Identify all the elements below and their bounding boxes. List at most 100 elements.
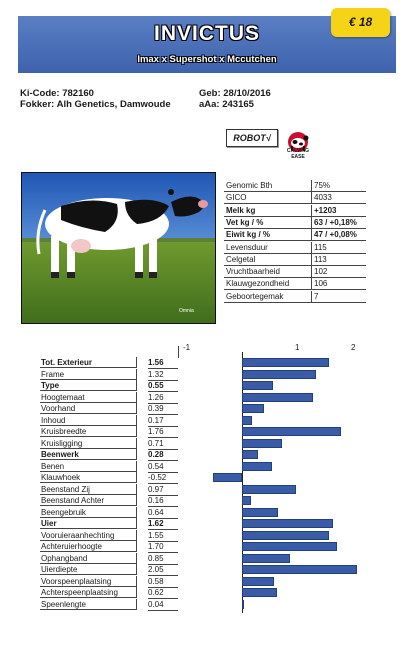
trait-label: Uier xyxy=(40,518,137,529)
genomic-value: 75% xyxy=(312,180,366,192)
trait-row: Kruisligging 0.71 xyxy=(40,437,180,450)
trait-label: Achterspeenplaatsing xyxy=(40,587,137,598)
trait-label: Kruisligging xyxy=(40,437,137,449)
trait-row: Kruisbreedte 1.76 xyxy=(40,426,180,438)
trait-value: 1.76 xyxy=(148,426,178,438)
genomic-value: 106 xyxy=(312,278,366,291)
trait-bar xyxy=(242,599,245,609)
genomic-row: Klauwgezondheid 106 xyxy=(224,278,366,291)
trait-value: 2.05 xyxy=(148,564,178,576)
genomic-label: Eiwit kg / % xyxy=(224,229,312,242)
trait-label: Ophangband xyxy=(40,552,137,564)
trait-bar xyxy=(242,576,275,586)
genomic-value: 7 xyxy=(312,291,366,303)
trait-label: Klauwhoek xyxy=(40,472,137,483)
trait-value: 0.71 xyxy=(148,438,178,450)
trait-bar xyxy=(242,542,338,551)
trait-bar xyxy=(242,450,258,459)
trait-label: Beengebruik xyxy=(40,506,137,518)
axis-tick-label: -1 xyxy=(183,343,191,352)
trait-value: 0.54 xyxy=(148,461,178,473)
trait-label: Benen xyxy=(40,460,137,472)
trait-value: 1.55 xyxy=(148,530,178,542)
trait-label: Tot. Exterieur xyxy=(40,357,137,368)
price-badge: € 18 xyxy=(331,8,390,37)
trait-label: Speenlengte xyxy=(40,598,137,610)
trait-bar xyxy=(242,588,277,597)
trait-value: 0.58 xyxy=(148,576,178,588)
trait-label: Uierdiepte xyxy=(40,564,137,575)
trait-value: 0.17 xyxy=(148,415,178,427)
trait-label: Beenwerk xyxy=(40,449,137,460)
trait-row: Uierdiepte 2.05 xyxy=(40,564,180,576)
genomic-value: 102 xyxy=(312,266,366,279)
calving-ease-icon xyxy=(288,132,309,152)
trait-bar xyxy=(242,507,278,517)
genomic-row: Genomic Bth 75% xyxy=(224,180,366,192)
genomic-label: Vet kg / % xyxy=(224,216,312,229)
trait-bar xyxy=(242,565,357,574)
trait-row: Achteruierhoogte 1.70 xyxy=(40,541,180,553)
trait-label: Frame xyxy=(40,368,137,380)
trait-bar xyxy=(242,404,264,413)
trait-label: Vooruieraanhechting xyxy=(40,529,137,541)
genomic-label: Genomic Bth xyxy=(224,180,312,192)
trait-row: Speenlengte 0.04 xyxy=(40,598,180,611)
genomic-value: 47 / +0,08% xyxy=(312,229,366,242)
genomic-value: 4033 xyxy=(312,192,366,205)
genomic-row: Vet kg / % 63 / +0,18% xyxy=(224,216,366,229)
pedigree: Imax x Supershot x Mccutchen xyxy=(137,54,277,65)
trait-bar xyxy=(212,473,242,482)
trait-row: Achterspeenplaatsing 0.62 xyxy=(40,587,180,599)
genomic-row: Geboortegemak 7 xyxy=(224,290,366,303)
trait-bar xyxy=(242,358,330,367)
axis-tick-label: 1 xyxy=(295,343,300,352)
trait-value: 0.28 xyxy=(148,449,178,461)
genomic-row: GICO 4033 xyxy=(224,192,366,205)
trait-row: Uier 1.62 xyxy=(40,518,180,530)
genomic-label: Geboortegemak xyxy=(224,290,312,303)
trait-value: 0.62 xyxy=(148,587,178,599)
trait-row: Beenstand Zij 0.97 xyxy=(40,483,180,496)
trait-label: Voorspeenplaatsing xyxy=(40,575,137,587)
breeder: Fokker: Alh Genetics, Damwoude xyxy=(20,99,171,110)
trait-value: 1.56 xyxy=(148,357,178,369)
trait-label: Type xyxy=(40,380,137,391)
trait-value: 1.26 xyxy=(148,392,178,404)
genomic-row: Celgetal 113 xyxy=(224,253,366,266)
aaa-code: aAa: 243165 xyxy=(199,99,254,110)
trait-value: -0.52 xyxy=(148,472,178,484)
trait-value: 0.39 xyxy=(148,403,178,415)
trait-bar xyxy=(242,392,313,402)
trait-bar xyxy=(242,427,341,436)
trait-bar xyxy=(242,496,251,505)
robot-badge: ROBOT√ xyxy=(226,129,278,147)
ki-code: Ki-Code: 782160 xyxy=(20,88,94,99)
axis-tick-label: 2 xyxy=(351,343,356,352)
trait-row: Vooruieraanhechting 1.55 xyxy=(40,529,180,542)
trait-bar xyxy=(242,553,290,563)
trait-label: Inhoud xyxy=(40,414,137,426)
trait-value: 0.64 xyxy=(148,507,178,519)
trait-label: Kruisbreedte xyxy=(40,426,137,437)
trait-row: Voorhand 0.39 xyxy=(40,403,180,415)
genomic-row: Vruchtbaarheid 102 xyxy=(224,266,366,279)
trait-bar xyxy=(242,461,273,471)
trait-row: Klauwhoek -0.52 xyxy=(40,472,180,484)
bull-name: INVICTUS xyxy=(153,22,260,45)
genomic-value: +1203 xyxy=(312,205,366,217)
genomic-label: Melk kg xyxy=(224,204,312,217)
trait-value: 0.04 xyxy=(148,599,178,611)
trait-row: Voorspeenplaatsing 0.58 xyxy=(40,575,180,588)
trait-bar xyxy=(242,369,316,379)
trait-bar xyxy=(242,381,273,390)
genomic-label: Vruchtbaarheid xyxy=(224,266,312,279)
trait-value: 0.16 xyxy=(148,495,178,507)
trait-row: Benen 0.54 xyxy=(40,460,180,473)
trait-label: Hoogtemaat xyxy=(40,391,137,403)
genomic-label: Klauwgezondheid xyxy=(224,278,312,291)
calving-ease-label: CALVING EASE xyxy=(286,148,310,160)
genomic-row: Levensduur 115 xyxy=(224,241,366,254)
genomic-label: GICO xyxy=(224,192,312,205)
birth-date: Geb: 28/10/2016 xyxy=(199,88,271,99)
